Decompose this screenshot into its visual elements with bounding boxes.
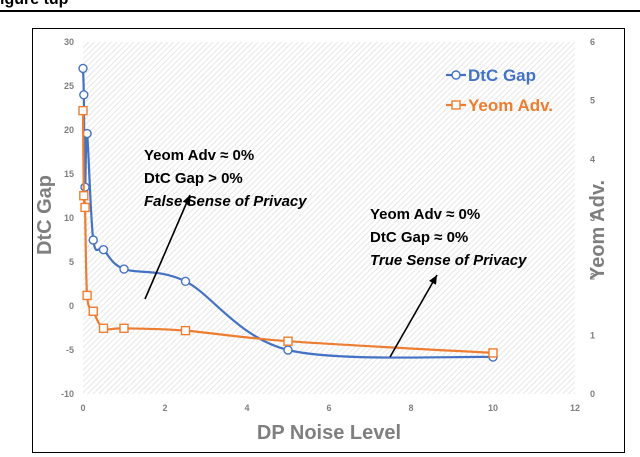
data-point-yeom-adv [79,191,89,201]
y-tick-left: 25 [64,81,74,91]
y-tick-left: -5 [66,345,74,355]
annotation-line: False Sense of Privacy [144,193,307,210]
data-point-dtc-gap [80,182,90,192]
series-layer [78,63,498,362]
data-point-yeom-adv [78,105,88,116]
data-point-yeom-adv [488,348,498,358]
x-tick: 12 [570,403,580,413]
legend-label-yeom-adv: Yeom Adv. [468,96,553,115]
plot-area [83,42,575,394]
left-axis-ticks: 30 25 20 15 10 5 0 -5 -10 [61,37,74,399]
data-point-dtc-gap [78,63,88,74]
y-tick-right: 0 [590,389,595,399]
data-point-yeom-adv [80,202,90,213]
x-tick: 2 [162,403,167,413]
data-point-yeom-adv [283,336,293,346]
figure-caption-strip: igure tup [0,0,640,14]
data-point-dtc-gap [180,276,191,287]
legend-label-dtc-gap: DtC Gap [468,66,536,85]
annotation-line: DtC Gap > 0% [144,170,243,187]
right-axis-ticks: 6 5 4 3 2 1 0 [590,37,595,399]
x-tick: 6 [326,403,331,413]
y-tick-left: 15 [64,169,74,179]
y-tick-left: 20 [64,125,74,135]
y-tick-left: 5 [69,257,74,267]
y-tick-right: 3 [590,213,595,223]
y-tick-right: 2 [590,272,595,282]
x-tick: 4 [244,403,249,413]
x-axis-label: DP Noise Level [257,422,401,444]
data-point-yeom-adv [119,323,129,333]
y-tick-right: 5 [590,96,595,106]
x-tick: 0 [80,403,85,413]
y-tick-right: 6 [590,37,595,47]
y-tick-right: 4 [590,154,595,164]
y-tick-right: 1 [590,330,595,340]
legend: DtC Gap Yeom Adv. [446,66,553,115]
x-tick: 8 [408,403,413,413]
annotation-line: True Sense of Privacy [370,252,527,269]
x-tick: 10 [488,403,498,413]
data-point-dtc-gap [98,244,109,255]
annotation-arrowhead [182,195,191,205]
legend-marker-yeom-adv [451,100,461,110]
annotation-arrow [144,194,191,300]
annotation-layer: Yeom Adv ≈ 0% DtC Gap > 0% False Sense of … [144,147,527,358]
annotation-arrow [389,274,438,358]
annotation-arrowhead [429,275,437,285]
data-point-dtc-gap [88,235,98,245]
y-tick-left: 10 [64,213,74,223]
y-tick-left: 30 [64,37,74,47]
caption-rule [0,10,640,12]
y-axis-label-left: DtC Gap [34,175,56,255]
annotation-line: DtC Gap ≈ 0% [370,229,468,246]
y-tick-left: -10 [61,389,74,399]
annotation-line: Yeom Adv ≈ 0% [144,147,254,164]
data-point-yeom-adv [98,323,109,333]
figure-caption: igure tup [0,0,68,9]
data-point-yeom-adv [180,325,191,336]
y-axis-label-right: Yeom Adv. [587,180,609,280]
y-tick-left: 0 [69,301,74,311]
legend-marker-dtc-gap [451,70,461,80]
data-point-yeom-adv [88,306,98,316]
data-point-dtc-gap [79,90,89,100]
data-point-dtc-gap [283,345,293,355]
annotation-line: Yeom Adv ≈ 0% [370,206,480,223]
data-point-yeom-adv [82,290,92,301]
data-point-dtc-gap [119,264,129,274]
x-axis-ticks: 0 2 4 6 8 10 12 [80,403,580,413]
